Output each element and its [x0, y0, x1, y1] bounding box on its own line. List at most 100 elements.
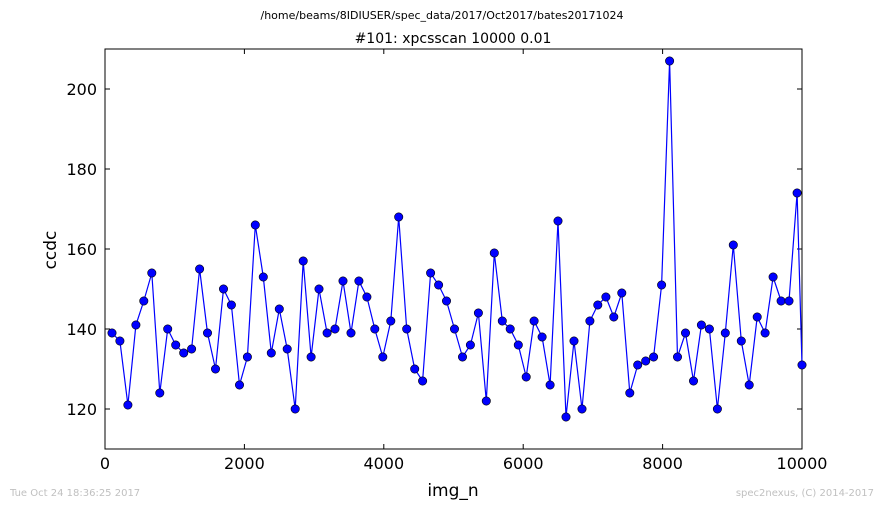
data-point [513, 340, 523, 350]
data-point [139, 296, 149, 306]
data-point [625, 388, 635, 398]
data-point [585, 316, 595, 326]
x-axis-label: img_n [427, 481, 478, 501]
x-tick-label: 8000 [642, 454, 683, 473]
data-point [235, 380, 245, 390]
data-point [266, 348, 276, 358]
data-point [593, 300, 603, 310]
data-point [187, 344, 197, 354]
data-point [203, 328, 213, 338]
data-point [163, 324, 173, 334]
data-point [529, 316, 539, 326]
data-point [242, 352, 252, 362]
data-point [744, 380, 754, 390]
data-point [553, 216, 563, 226]
data-point [449, 324, 459, 334]
data-point [274, 304, 284, 314]
data-point [219, 284, 229, 294]
y-tick-label: 200 [66, 80, 97, 99]
data-point [354, 276, 364, 286]
data-point [497, 316, 507, 326]
data-point [720, 328, 730, 338]
data-point [704, 324, 714, 334]
data-point [306, 352, 316, 362]
x-axis-ticks: 0 2000 4000 6000 8000 10000 [100, 49, 828, 473]
data-point [362, 292, 372, 302]
data-point [330, 324, 340, 334]
footer-timestamp: Tue Oct 24 18:36:25 2017 [10, 488, 141, 499]
data-point [665, 56, 675, 66]
data-point [473, 308, 483, 318]
data-point [577, 404, 587, 414]
data-point [378, 352, 388, 362]
data-point [633, 360, 643, 370]
data-point [537, 332, 547, 342]
x-tick-label: 10000 [777, 454, 828, 473]
data-point [672, 352, 682, 362]
chart-title: #101: xpcsscan 10000 0.01 [355, 31, 552, 47]
x-tick-label: 6000 [503, 454, 544, 473]
data-point [211, 364, 221, 374]
x-tick-label: 2000 [224, 454, 265, 473]
data-point [489, 248, 499, 258]
y-tick-label: 140 [66, 320, 97, 339]
data-point [426, 268, 436, 278]
data-point [649, 352, 659, 362]
data-point [282, 344, 292, 354]
y-axis-label: ccdc [41, 231, 61, 270]
data-point [147, 268, 157, 278]
data-point [617, 288, 627, 298]
data-point [545, 380, 555, 390]
y-tick-label: 180 [66, 160, 97, 179]
data-point [609, 312, 619, 322]
data-point [131, 320, 141, 330]
data-point [712, 404, 722, 414]
data-point [410, 364, 420, 374]
x-tick-label: 4000 [363, 454, 404, 473]
data-point [481, 396, 491, 406]
data-point [298, 256, 308, 266]
data-point [290, 404, 300, 414]
series-markers [107, 56, 807, 422]
data-point [115, 336, 125, 346]
data-point [561, 412, 571, 422]
data-point [179, 348, 189, 358]
data-point [505, 324, 515, 334]
data-point [688, 376, 698, 386]
data-point [736, 336, 746, 346]
data-point [465, 340, 475, 350]
plot-frame [104, 48, 803, 450]
data-point [760, 328, 770, 338]
data-point [394, 212, 404, 222]
data-point [338, 276, 348, 286]
data-point [680, 328, 690, 338]
data-point [641, 356, 651, 366]
data-point [434, 280, 444, 290]
data-point [250, 220, 260, 230]
data-point [696, 320, 706, 330]
y-tick-label: 120 [66, 400, 97, 419]
data-point [418, 376, 428, 386]
data-point [792, 188, 802, 198]
data-point [346, 328, 356, 338]
data-point [521, 372, 531, 382]
x-tick-label: 0 [100, 454, 110, 473]
data-point [768, 272, 778, 282]
footer-credit: spec2nexus, (C) 2014-2017 [735, 488, 874, 499]
data-point [457, 352, 467, 362]
data-point [441, 296, 451, 306]
data-point [386, 316, 396, 326]
data-point [797, 360, 807, 370]
y-axis-ticks: 120 140 160 180 200 [66, 80, 802, 419]
data-point [107, 328, 117, 338]
data-point [258, 272, 268, 282]
chart-suptitle: /home/beams/8IDIUSER/spec_data/2017/Oct2… [261, 9, 624, 22]
data-point [123, 400, 133, 410]
series-line [111, 60, 803, 418]
data-point [322, 328, 332, 338]
data-point [155, 388, 165, 398]
data-point [402, 324, 412, 334]
data-point [171, 340, 181, 350]
data-point [226, 300, 236, 310]
